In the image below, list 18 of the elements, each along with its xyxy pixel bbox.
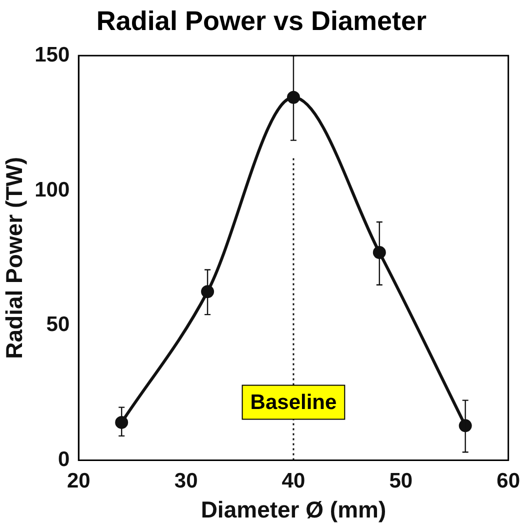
y-tick-label: 50: [46, 313, 70, 336]
x-tick-label: 40: [282, 470, 306, 493]
point: [372, 246, 386, 260]
point: [458, 419, 472, 432]
y-tick-label: 0: [58, 448, 70, 471]
x-axis-title: Diameter Ø (mm): [200, 496, 386, 523]
point: [201, 285, 214, 298]
x-tick-label: 60: [496, 470, 520, 493]
y-axis-title: Radial Power (TW): [1, 156, 28, 359]
x-tick-label: 30: [174, 470, 198, 493]
point: [115, 416, 128, 429]
ref-line-label: Baseline: [250, 390, 337, 414]
point: [286, 90, 300, 104]
y-tick-label: 100: [34, 178, 70, 202]
x-tick-label: 50: [389, 470, 413, 493]
y-tick-label: 150: [34, 43, 70, 66]
x-tick-label: 20: [66, 470, 90, 493]
chart-title: Radial Power vs Diameter: [95, 6, 428, 38]
